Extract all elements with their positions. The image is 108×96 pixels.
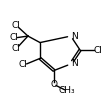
Text: Cl: Cl	[11, 44, 20, 53]
Text: CH₃: CH₃	[59, 86, 75, 95]
Text: Cl: Cl	[19, 60, 28, 69]
Text: O: O	[51, 80, 57, 89]
Text: Cl: Cl	[11, 21, 20, 30]
Text: Cl: Cl	[10, 33, 18, 42]
Text: N: N	[71, 32, 77, 41]
Text: Cl: Cl	[93, 46, 102, 55]
Text: N: N	[71, 60, 77, 68]
